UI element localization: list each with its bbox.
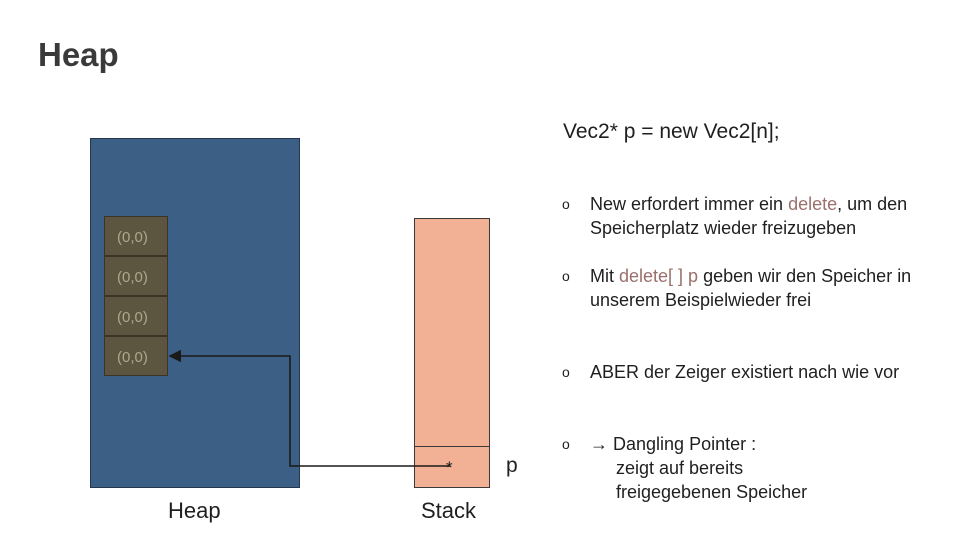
heap-cell: (0,0) — [104, 256, 168, 296]
heap-label: Heap — [168, 498, 221, 523]
bullet-marker: o — [562, 436, 570, 452]
stack-divider — [414, 446, 490, 447]
pointer-symbol: * — [446, 458, 453, 477]
slide-title: Heap — [38, 36, 119, 73]
code-line: Vec2* p = new Vec2[n]; — [563, 120, 780, 143]
heap-cell: (0,0) — [104, 216, 168, 256]
pointer-name: p — [506, 454, 518, 477]
arrow-right-icon: → — [590, 434, 608, 454]
highlight-text: delete[ ] p — [619, 266, 699, 286]
bullet-item: o ABER der Zeiger existiert nach wie vor — [562, 362, 900, 382]
stack-label: Stack — [421, 498, 477, 523]
bullet-item: o New erfordert immer ein delete, um den… — [562, 194, 908, 238]
stack-region — [414, 218, 490, 488]
bullet-item: o → Dangling Pointer : zeigt auf bereits… — [562, 434, 808, 502]
bullet-marker: o — [562, 196, 570, 212]
bullet-marker: o — [562, 364, 570, 380]
heap-cell: (0,0) — [104, 336, 168, 376]
bullet-marker: o — [562, 268, 570, 284]
heap-cell: (0,0) — [104, 296, 168, 336]
bullet-item: o Mit delete[ ] p geben wir den Speicher… — [562, 266, 912, 310]
highlight-text: delete — [788, 194, 838, 214]
